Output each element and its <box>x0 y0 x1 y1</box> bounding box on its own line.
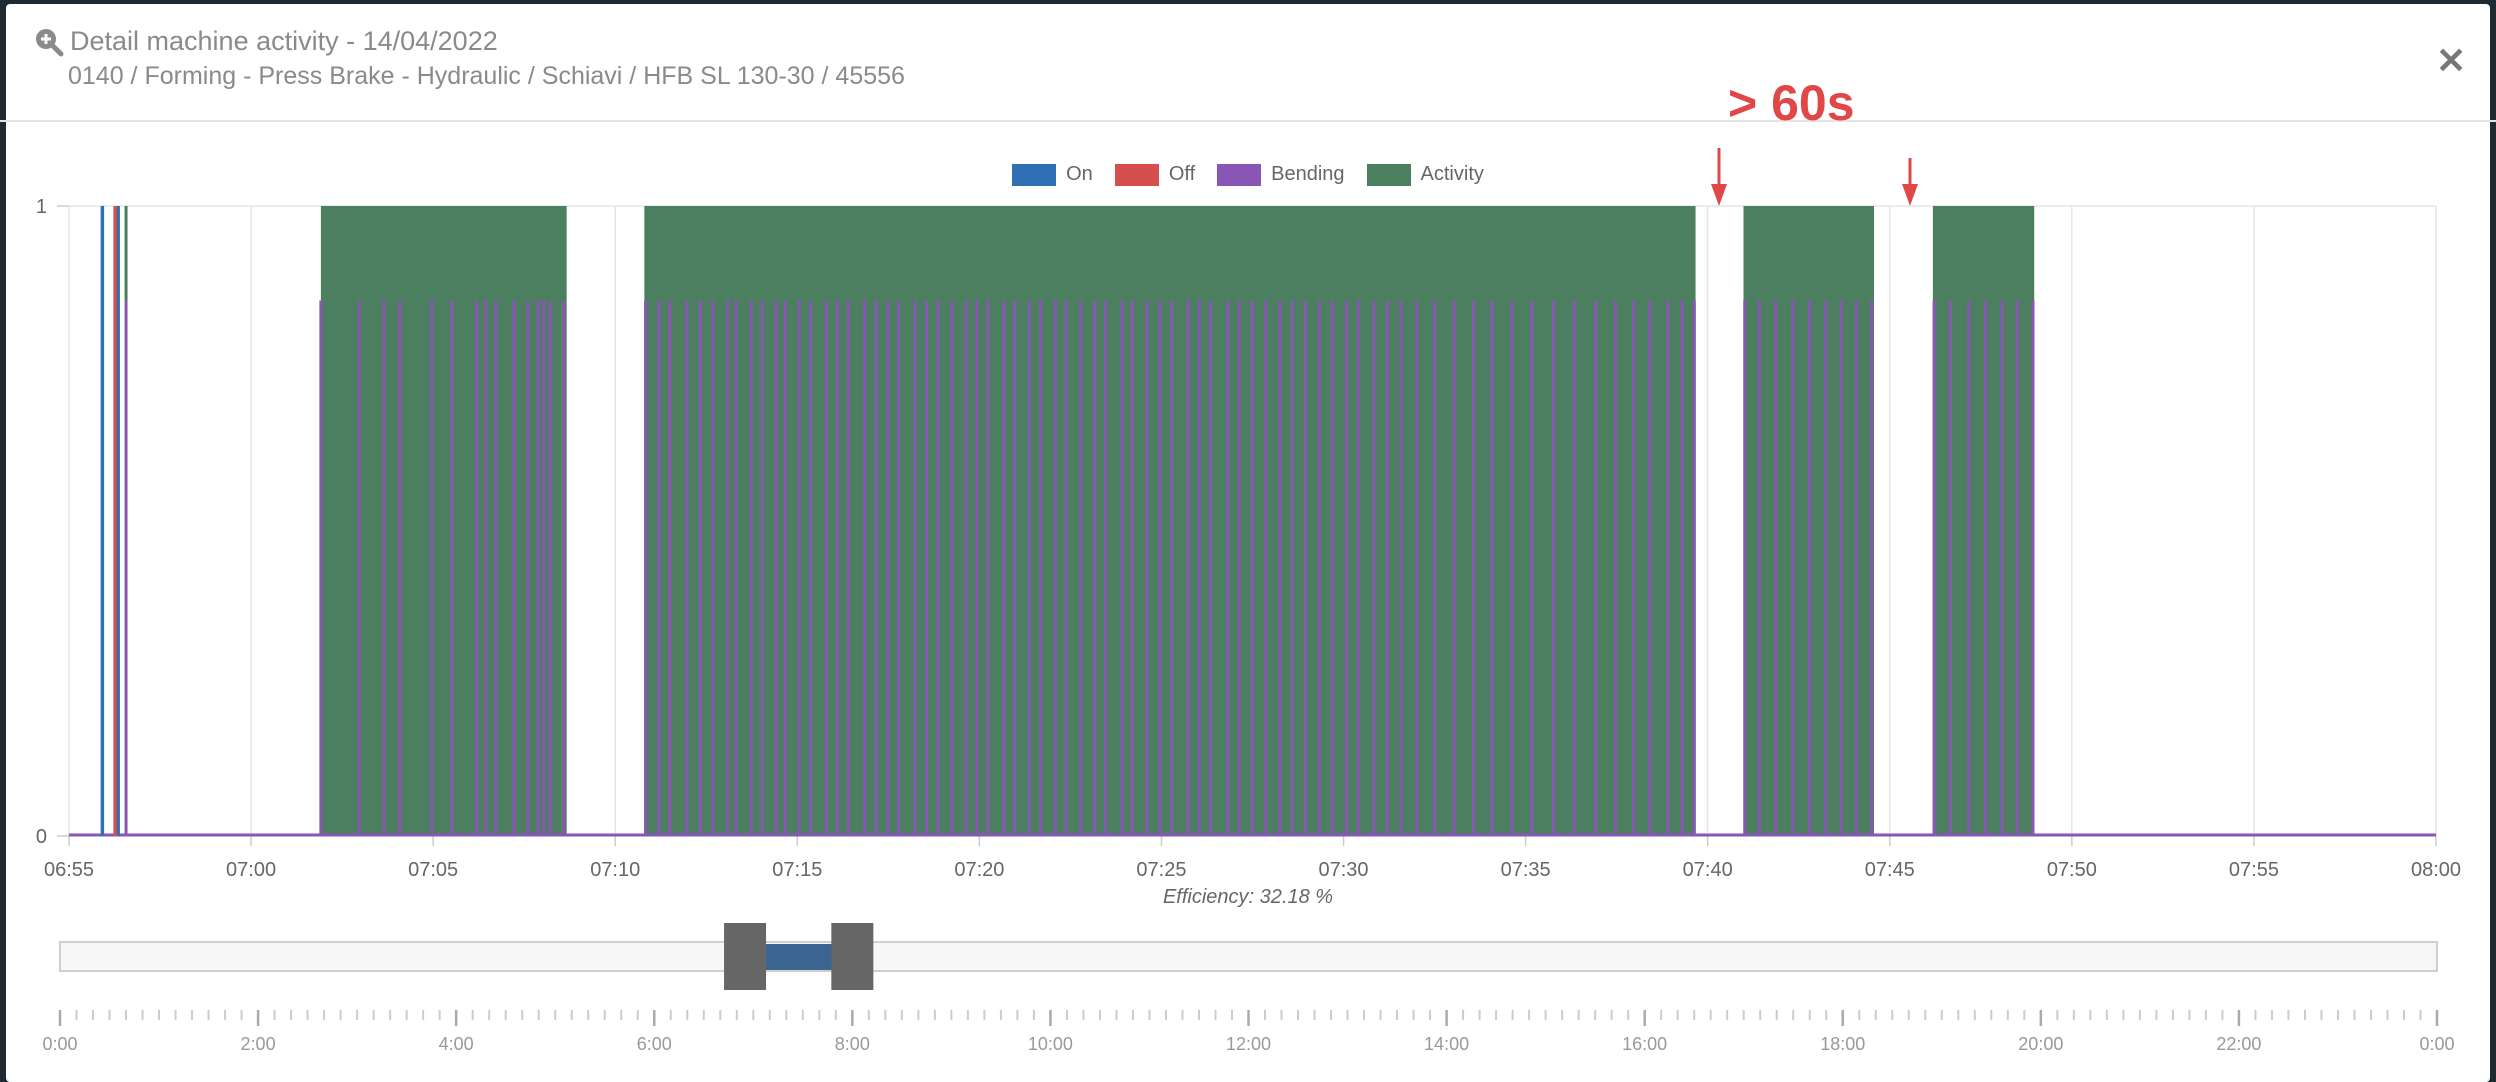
modal-title: Detail machine activity - 14/04/2022 <box>70 26 498 56</box>
navigator-tick-label: 0:00 <box>2419 1034 2454 1054</box>
y-tick-label: 0 <box>36 826 47 848</box>
navigator-tick-label: 10:00 <box>1028 1034 1073 1054</box>
arrow-head-icon <box>1711 184 1727 206</box>
legend-item-bending[interactable]: Bending <box>1217 163 1345 186</box>
legend-label: Activity <box>1420 163 1484 185</box>
zoom-in-icon <box>36 29 64 57</box>
chart-legend: On Off Bending Activity <box>0 163 2496 186</box>
x-tick-label: 07:50 <box>2047 859 2097 881</box>
navigator-tick-label: 18:00 <box>1820 1034 1865 1054</box>
x-tick-label: 07:45 <box>1865 859 1915 881</box>
navigator-tick-label: 12:00 <box>1226 1034 1271 1054</box>
legend-item-on[interactable]: On <box>1012 163 1093 186</box>
legend-label: Bending <box>1271 163 1345 185</box>
x-tick-label: 07:10 <box>590 859 640 881</box>
x-tick-label: 06:55 <box>44 859 94 881</box>
navigator-tick-label: 20:00 <box>2018 1034 2063 1054</box>
legend-swatch <box>1012 163 1057 186</box>
x-tick-label: 07:35 <box>1501 859 1551 881</box>
navigator-tick-label: 0:00 <box>42 1034 77 1054</box>
navigator-tick-label: 4:00 <box>439 1034 474 1054</box>
x-tick-label: 07:40 <box>1683 859 1733 881</box>
navigator-tick-label: 16:00 <box>1622 1034 1667 1054</box>
navigator-tick-label: 22:00 <box>2216 1034 2261 1054</box>
activity-area <box>320 206 567 836</box>
navigator-track[interactable] <box>59 941 2438 972</box>
legend-item-activity[interactable]: Activity <box>1366 163 1484 186</box>
legend-label: Off <box>1168 163 1196 185</box>
y-tick-label: 1 <box>36 196 47 218</box>
x-tick-label: 07:55 <box>2229 859 2279 881</box>
navigator-handle-right[interactable] <box>831 923 874 990</box>
activity-area <box>1932 206 2035 836</box>
x-tick-label: 08:00 <box>2411 859 2461 881</box>
x-tick-label: 07:00 <box>226 859 276 881</box>
efficiency-label: Efficiency: 32.18 % <box>1162 886 1334 908</box>
navigator-handle-left[interactable] <box>724 923 767 990</box>
legend-swatch <box>1366 163 1411 186</box>
navigator-tick-label: 14:00 <box>1424 1034 1469 1054</box>
activity-area <box>644 206 1696 836</box>
x-tick-label: 07:20 <box>954 859 1004 881</box>
legend-swatch <box>1114 163 1159 186</box>
x-tick-label: 07:30 <box>1319 859 1369 881</box>
navigator-tick-label: 6:00 <box>637 1034 672 1054</box>
close-icon[interactable]: ✕ <box>2436 40 2467 81</box>
arrow-head-icon <box>1902 184 1918 206</box>
x-tick-label: 07:15 <box>772 859 822 881</box>
legend-swatch <box>1217 163 1262 186</box>
x-tick-label: 07:25 <box>1136 859 1186 881</box>
navigator-tick-label: 2:00 <box>241 1034 276 1054</box>
header-divider <box>0 120 2496 122</box>
gap-annotation: > 60s <box>1728 75 1855 131</box>
legend-item-off[interactable]: Off <box>1114 163 1196 186</box>
legend-label: On <box>1066 163 1093 185</box>
x-tick-label: 07:05 <box>408 859 458 881</box>
navigator-tick-label: 8:00 <box>835 1034 870 1054</box>
machine-path: 0140 / Forming - Press Brake - Hydraulic… <box>68 62 905 90</box>
